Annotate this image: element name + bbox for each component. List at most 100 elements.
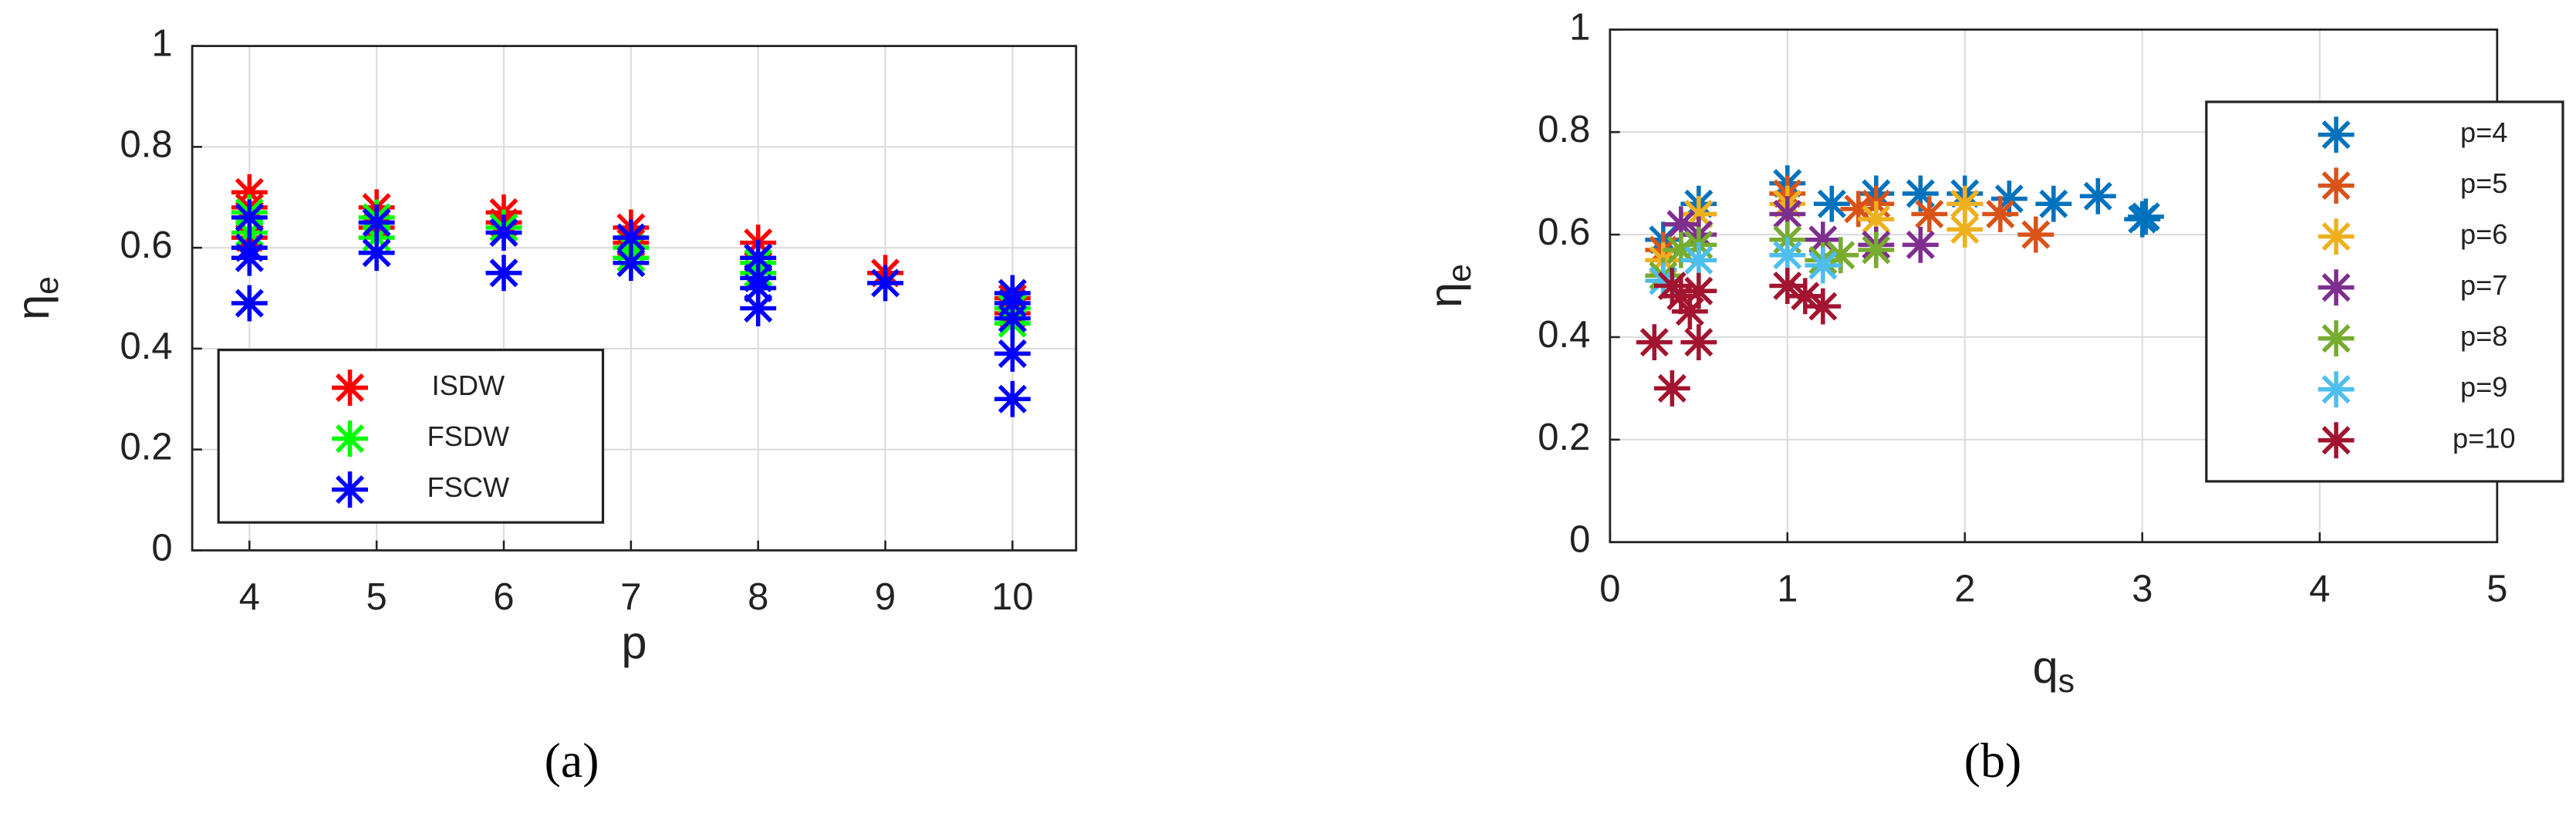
x-tick-label: 1 bbox=[1777, 569, 1798, 610]
legend-label: p=8 bbox=[2460, 320, 2507, 352]
legend-label: p=10 bbox=[2453, 422, 2516, 454]
data-point bbox=[1946, 185, 1983, 222]
legend-marker bbox=[2318, 218, 2355, 255]
legend-label: p=9 bbox=[2460, 371, 2507, 403]
legend-marker bbox=[332, 471, 368, 508]
data-point bbox=[994, 335, 1031, 372]
data-point bbox=[867, 265, 903, 302]
data-point bbox=[1822, 237, 1859, 274]
x-axis-label-sub: s bbox=[2058, 663, 2075, 700]
data-point bbox=[1636, 324, 1673, 361]
x-tick-label: 7 bbox=[620, 576, 641, 618]
data-point bbox=[1653, 370, 1690, 407]
data-point bbox=[1645, 262, 1682, 299]
legend-box bbox=[217, 348, 605, 524]
data-point bbox=[1840, 191, 1877, 228]
data-point bbox=[2127, 198, 2164, 235]
y-tick-label: 0.8 bbox=[120, 123, 173, 165]
data-point bbox=[1946, 211, 1983, 248]
data-point bbox=[1663, 278, 1700, 315]
legend-marker bbox=[2318, 269, 2355, 306]
data-point bbox=[994, 300, 1031, 337]
y-tick-label: 0.6 bbox=[120, 225, 173, 266]
y-tick-label: 0.4 bbox=[1538, 314, 1590, 356]
data-point bbox=[1663, 206, 1700, 243]
data-point bbox=[2035, 185, 2072, 222]
data-point bbox=[994, 380, 1031, 417]
data-point bbox=[1858, 231, 1895, 268]
legend-label: p=6 bbox=[2460, 218, 2507, 250]
legend-label: FSCW bbox=[427, 471, 510, 503]
data-point bbox=[231, 239, 268, 276]
y-axis-label: ηe bbox=[1420, 264, 1479, 308]
data-point bbox=[1990, 181, 2027, 218]
data-point bbox=[1805, 288, 1842, 325]
legend-label: p=4 bbox=[2460, 116, 2507, 148]
data-point bbox=[1680, 196, 1717, 232]
x-tick-label: 3 bbox=[2132, 569, 2152, 610]
x-axis-label: p bbox=[621, 616, 647, 668]
data-point bbox=[485, 214, 522, 251]
data-point bbox=[1769, 237, 1806, 274]
y-axis-label-sub: e bbox=[29, 276, 66, 295]
data-point bbox=[485, 255, 522, 292]
data-point bbox=[1671, 293, 1708, 330]
data-point bbox=[1982, 196, 2019, 232]
data-point bbox=[231, 285, 268, 322]
y-tick-label: 0.2 bbox=[120, 427, 173, 468]
y-tick-label: 0.4 bbox=[120, 326, 173, 367]
data-point bbox=[1663, 231, 1700, 268]
data-point bbox=[1680, 241, 1717, 279]
data-point bbox=[613, 245, 650, 282]
x-tick-label: 10 bbox=[991, 576, 1033, 618]
data-point bbox=[740, 270, 777, 306]
x-tick-label: 4 bbox=[239, 576, 260, 618]
data-point bbox=[1805, 221, 1842, 258]
caption: (a) bbox=[545, 733, 599, 788]
legend-marker bbox=[2318, 116, 2355, 154]
data-point bbox=[1902, 226, 1939, 263]
plot-frame bbox=[191, 45, 1078, 552]
y-tick-label: 0.2 bbox=[1538, 417, 1590, 458]
legend-label: ISDW bbox=[432, 370, 505, 401]
data-point bbox=[1911, 196, 1948, 232]
x-tick-label: 8 bbox=[748, 576, 768, 618]
data-point bbox=[358, 235, 395, 272]
data-point bbox=[1787, 278, 1824, 315]
data-point bbox=[358, 204, 395, 241]
legend-label: FSDW bbox=[427, 420, 510, 452]
legend-marker bbox=[2318, 422, 2355, 459]
legend-marker bbox=[2318, 371, 2355, 408]
y-tick-label: 0.8 bbox=[1538, 109, 1590, 150]
x-axis-label: qs bbox=[2033, 641, 2075, 701]
y-tick-label: 0 bbox=[151, 527, 172, 569]
data-point bbox=[1769, 196, 1806, 232]
data-point bbox=[1805, 247, 1842, 284]
caption: (b) bbox=[1964, 733, 2021, 788]
legend-label: p=5 bbox=[2460, 167, 2507, 199]
x-axis-label-main: p bbox=[621, 616, 647, 668]
x-tick-label: 6 bbox=[493, 576, 514, 618]
data-point bbox=[1680, 324, 1717, 361]
data-point bbox=[1902, 175, 1939, 212]
data-point bbox=[2079, 177, 2116, 214]
x-tick-label: 5 bbox=[366, 576, 387, 618]
data-point bbox=[613, 219, 650, 256]
x-tick-label: 2 bbox=[1954, 569, 1975, 610]
x-tick-label: 5 bbox=[2487, 569, 2507, 610]
y-tick-label: 1 bbox=[1569, 6, 1590, 48]
legend-box bbox=[2205, 100, 2564, 483]
data-point bbox=[740, 290, 777, 327]
x-tick-label: 0 bbox=[1599, 569, 1620, 610]
data-point bbox=[1858, 201, 1895, 238]
y-tick-label: 0.6 bbox=[1538, 211, 1590, 253]
data-point bbox=[231, 199, 268, 236]
x-tick-label: 4 bbox=[2309, 569, 2330, 610]
data-point bbox=[1769, 268, 1806, 304]
y-axis-label: ηe bbox=[7, 276, 66, 320]
data-point bbox=[740, 239, 777, 276]
y-axis-label-main: η bbox=[7, 295, 59, 320]
y-tick-label: 0 bbox=[1569, 519, 1590, 561]
legend-marker bbox=[2318, 167, 2355, 204]
